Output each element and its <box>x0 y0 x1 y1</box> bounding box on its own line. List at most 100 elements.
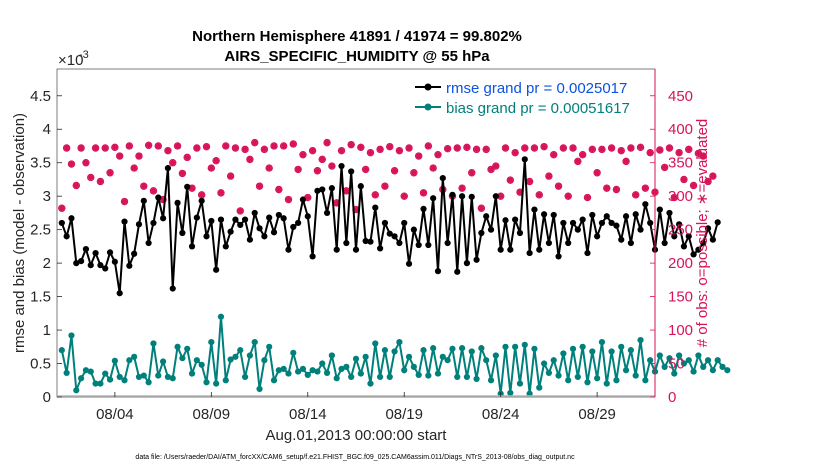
obs-evaluated-point <box>121 198 128 205</box>
bias-point <box>208 339 215 346</box>
y-right-tick-label: 450 <box>668 88 693 105</box>
bias-point <box>367 380 374 387</box>
rmse-point <box>579 216 586 223</box>
rmse-point <box>463 260 471 267</box>
rmse-point <box>333 246 340 253</box>
rmse-point <box>401 219 408 227</box>
y-left-tick-label: 2 <box>43 255 51 272</box>
obs-evaluated-point <box>323 139 331 147</box>
bias-point <box>516 380 524 387</box>
y-axis-right-label: # of obs: o=possible; ∗=evaluated <box>694 119 711 348</box>
exponent-base: ×10 <box>58 52 83 69</box>
rmse-point <box>275 211 282 219</box>
rmse-point <box>627 239 634 247</box>
rmse-point <box>232 216 239 223</box>
chart-title-line1: Northern Hemisphere 41891 / 41974 = 99.8… <box>192 28 522 45</box>
obs-evaluated-point <box>477 204 485 212</box>
rmse-point <box>396 239 403 247</box>
obs-count-series <box>58 138 717 215</box>
obs-evaluated-point <box>150 187 157 195</box>
obs-evaluated-point <box>367 149 374 157</box>
obs-evaluated-point <box>531 144 538 152</box>
rmse-point <box>131 250 138 257</box>
rmse-point <box>473 256 480 263</box>
obs-evaluated-point <box>92 144 99 152</box>
rmse-point <box>106 249 114 256</box>
bias-point <box>415 371 422 379</box>
bias-point <box>526 390 533 397</box>
rmse-point <box>102 265 109 272</box>
bias-point <box>106 376 114 383</box>
rmse-point <box>251 209 258 217</box>
bias-point <box>323 369 331 377</box>
bias-point <box>169 375 176 382</box>
bias-point <box>512 343 519 350</box>
y-left-tick-label: 0 <box>43 389 51 406</box>
obs-evaluated-point <box>342 187 350 195</box>
obs-evaluated-point <box>420 189 427 197</box>
rmse-point <box>608 219 615 227</box>
obs-evaluated-point <box>608 144 615 152</box>
obs-evaluated-point <box>357 143 365 151</box>
rmse-point <box>492 193 499 200</box>
rmse-point <box>367 238 374 245</box>
bias-point <box>295 368 302 375</box>
rmse-point <box>690 251 697 258</box>
bias-point <box>405 353 413 360</box>
bias-point <box>193 357 200 364</box>
obs-evaluated-point <box>183 153 191 161</box>
obs-evaluated-point <box>304 194 312 201</box>
bias-point <box>386 373 393 381</box>
rmse-point <box>193 214 200 221</box>
bias-point <box>343 363 350 370</box>
bias-point <box>507 389 514 397</box>
obs-evaluated-point <box>217 189 225 197</box>
rmse-point <box>217 216 225 223</box>
obs-evaluated-point <box>256 182 263 190</box>
obs-evaluated-point <box>77 144 85 152</box>
obs-evaluated-point <box>193 144 201 152</box>
rmse-point <box>150 219 157 227</box>
rmse-point <box>550 211 557 219</box>
obs-evaluated-point <box>511 149 519 157</box>
x-tick-label: 08/29 <box>578 406 616 423</box>
bias-point <box>647 357 654 364</box>
obs-evaluated-point <box>559 144 567 152</box>
bias-point <box>188 370 196 377</box>
rmse-point <box>323 209 331 217</box>
bias-point <box>425 372 432 379</box>
bias-point <box>627 347 634 354</box>
bias-point <box>87 368 94 375</box>
bias-point <box>338 365 345 372</box>
obs-evaluated-point <box>622 157 630 165</box>
obs-evaluated-point <box>487 166 495 173</box>
obs-evaluated-point <box>637 143 644 151</box>
bias-point <box>290 349 297 356</box>
obs-evaluated-point <box>270 142 278 150</box>
obs-evaluated-point <box>415 152 423 160</box>
obs-evaluated-point <box>285 196 292 203</box>
rmse-point <box>295 219 302 227</box>
obs-evaluated-point <box>338 147 345 155</box>
obs-evaluated-point <box>506 176 514 184</box>
bias-point <box>203 379 210 386</box>
y-left-tick-label: 3.5 <box>30 155 51 172</box>
obs-evaluated-point <box>275 186 283 193</box>
bias-point <box>222 377 229 384</box>
obs-evaluated-point <box>140 182 148 190</box>
rmse-point <box>468 193 475 200</box>
bias-point <box>97 380 104 387</box>
axes: 0 0.5 1 1.5 2 2.5 3 3.5 4 4.5 0 50 100 150 200 250 300 35… <box>30 69 693 423</box>
bias-point <box>676 352 683 359</box>
rmse-point <box>589 211 596 219</box>
rmse-point <box>140 197 147 204</box>
bias-point <box>227 356 234 363</box>
bias-point <box>468 348 475 355</box>
bias-point <box>618 343 625 350</box>
legend-bias-label: bias grand pr = 0.00051617 <box>446 100 630 117</box>
rmse-point <box>642 201 649 208</box>
rmse-point <box>565 239 572 247</box>
obs-evaluated-point <box>424 142 432 150</box>
obs-evaluated-point <box>246 155 254 163</box>
y-axis-left-label: rmse and bias (model - observation) <box>11 113 28 353</box>
